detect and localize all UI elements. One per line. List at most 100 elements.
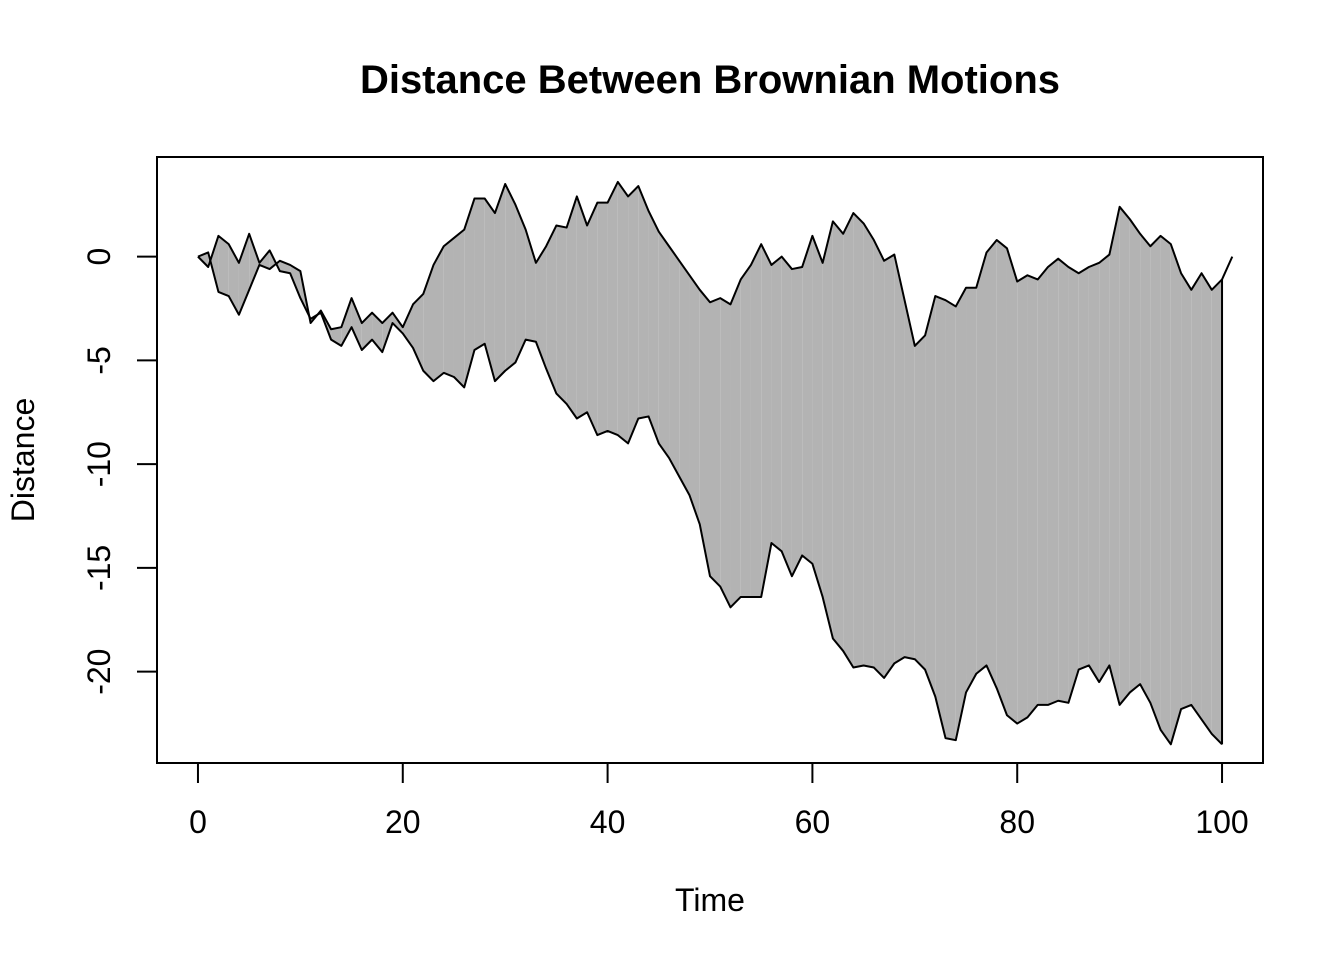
band-segment xyxy=(884,254,895,678)
band-segment xyxy=(761,244,772,597)
band-segment xyxy=(710,298,721,587)
band-segment xyxy=(925,296,936,697)
band-segment xyxy=(566,196,577,419)
band-segment xyxy=(331,327,342,346)
band-segment xyxy=(505,183,516,371)
band-segment xyxy=(1181,273,1192,710)
band-segment xyxy=(904,300,915,660)
band-segment xyxy=(218,235,229,297)
band-segment xyxy=(986,240,997,689)
band-segment xyxy=(464,198,475,388)
band-segment xyxy=(771,256,782,552)
x-tick-label: 80 xyxy=(999,804,1035,840)
x-tick-label: 60 xyxy=(795,804,831,840)
band-segment xyxy=(853,213,864,668)
band-segment xyxy=(648,210,659,444)
band-segment xyxy=(1191,273,1202,720)
band-segment xyxy=(361,312,373,351)
band-segment xyxy=(894,254,905,664)
band-segment xyxy=(443,237,454,377)
x-tick-label: 100 xyxy=(1195,804,1248,840)
chart-title: Distance Between Brownian Motions xyxy=(360,58,1060,102)
y-tick-label: -10 xyxy=(81,441,117,487)
y-tick-label: -15 xyxy=(81,545,117,591)
band-segment xyxy=(740,264,751,597)
band-segment xyxy=(1027,275,1038,718)
series-line-1 xyxy=(197,180,1234,347)
band-segment xyxy=(546,225,557,394)
band-segment xyxy=(679,260,690,496)
band-segment xyxy=(1088,262,1100,683)
band-segment xyxy=(1058,258,1069,703)
band-segment xyxy=(249,233,260,290)
band-segment xyxy=(689,275,700,525)
band-segment xyxy=(474,198,485,351)
band-segment xyxy=(1150,235,1161,730)
band-segment xyxy=(996,240,1007,716)
fill-band-layer xyxy=(197,181,1223,745)
band-segment xyxy=(1170,244,1182,745)
band-segment xyxy=(597,202,608,436)
band-segment xyxy=(1109,206,1120,705)
band-segment xyxy=(843,213,854,668)
y-tick-label: 0 xyxy=(81,248,117,266)
band-segment xyxy=(730,279,741,608)
band-segment xyxy=(750,244,762,597)
band-segment xyxy=(822,221,833,639)
band-segment xyxy=(966,287,977,693)
band-segment xyxy=(1140,233,1151,703)
band-segment xyxy=(1037,266,1048,705)
band-segment xyxy=(484,198,495,382)
band-segment xyxy=(955,287,967,741)
band-segment xyxy=(1047,258,1059,705)
x-tick-label: 40 xyxy=(590,804,626,840)
band-segment xyxy=(1160,235,1171,745)
band-segment xyxy=(607,181,618,436)
x-axis-label: Time xyxy=(675,882,745,918)
band-segment xyxy=(812,235,823,597)
band-segment xyxy=(1068,266,1079,703)
band-segment xyxy=(556,225,567,404)
band-segment xyxy=(638,186,649,419)
band-segment xyxy=(781,256,792,577)
band-segment xyxy=(494,183,506,382)
y-axis-label: Distance xyxy=(5,398,41,523)
band-segment xyxy=(1211,279,1223,745)
band-segment xyxy=(617,181,629,444)
band-segment xyxy=(791,266,803,577)
y-axis: 0 -5 -10 -15 -20 xyxy=(81,248,158,695)
band-segment xyxy=(802,235,813,564)
band-segment xyxy=(945,300,956,741)
y-tick-label: -5 xyxy=(81,346,117,374)
x-axis: 0 20 40 60 80 100 xyxy=(189,762,1249,840)
series-line-2 xyxy=(197,232,1223,746)
band-segment xyxy=(628,186,639,444)
band-segment xyxy=(873,240,885,678)
x-tick-label: 0 xyxy=(189,804,207,840)
band-segment xyxy=(1129,219,1141,693)
band-segment xyxy=(433,246,444,382)
band-segment xyxy=(976,252,987,674)
y-tick-label: -20 xyxy=(81,649,117,695)
band-segment xyxy=(341,298,352,346)
band-segment xyxy=(914,335,926,670)
band-segment xyxy=(1119,206,1130,705)
band-segment xyxy=(208,235,219,292)
band-segment xyxy=(669,246,680,477)
band-segment xyxy=(832,221,844,651)
band-segment xyxy=(1017,275,1028,724)
band-segment xyxy=(402,304,414,348)
band-segment xyxy=(351,298,362,351)
band-segment xyxy=(576,196,588,419)
band-segment xyxy=(720,298,731,608)
band-segment xyxy=(863,223,874,668)
band-segment xyxy=(658,231,670,458)
band-segment xyxy=(1099,254,1110,683)
band-segment xyxy=(423,264,434,382)
x-tick-label: 20 xyxy=(385,804,421,840)
band-segment xyxy=(453,229,465,388)
band-segment xyxy=(1006,248,1018,724)
band-segment xyxy=(1201,273,1212,734)
band-segment xyxy=(228,244,239,315)
band-segment xyxy=(1078,266,1089,670)
